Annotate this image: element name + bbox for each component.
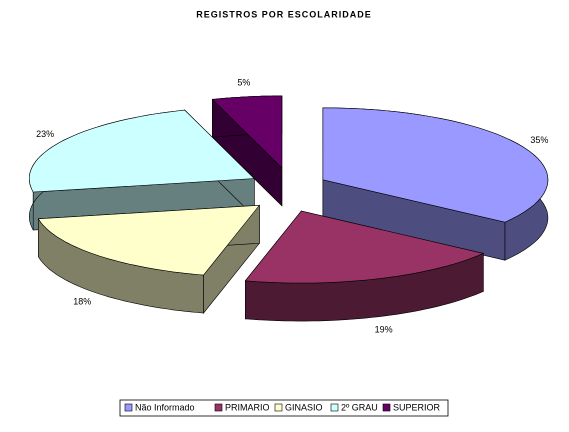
data-label: 5%: [237, 77, 250, 87]
pie-slice: [37, 204, 261, 314]
legend-label: SUPERIOR: [393, 402, 441, 412]
legend-label: 2º GRAU: [341, 402, 378, 412]
legend-label: PRIMARIO: [225, 402, 270, 412]
legend-swatch: [214, 403, 223, 412]
legend-swatch: [330, 403, 339, 412]
data-label: 19%: [375, 324, 393, 334]
legend-swatch: [124, 403, 133, 412]
data-label: 23%: [36, 129, 54, 139]
legend-swatch: [382, 403, 391, 412]
pie-slice: [244, 210, 485, 322]
slice-top: [211, 95, 283, 169]
data-label: 18%: [73, 297, 91, 307]
pie: 5% 23% 35% 18% 19%: [29, 77, 548, 334]
pie-slice: [322, 107, 549, 261]
chart-title: REGISTROS POR ESCOLARIDADE: [196, 9, 372, 19]
legend-swatch: [274, 403, 283, 412]
data-label: 35%: [530, 135, 548, 145]
legend-label: Não Informado: [135, 402, 195, 412]
slice-top: [322, 107, 549, 223]
legend-box: [119, 399, 449, 417]
legend: Não Informado PRIMARIO GINASIO 2º GRAU SUPER…: [119, 399, 449, 417]
pie-slice: [211, 95, 283, 207]
legend-label: GINASIO: [285, 402, 323, 412]
slice-top: [37, 204, 261, 276]
slice-top: [244, 210, 485, 284]
slice-top: [29, 109, 255, 193]
